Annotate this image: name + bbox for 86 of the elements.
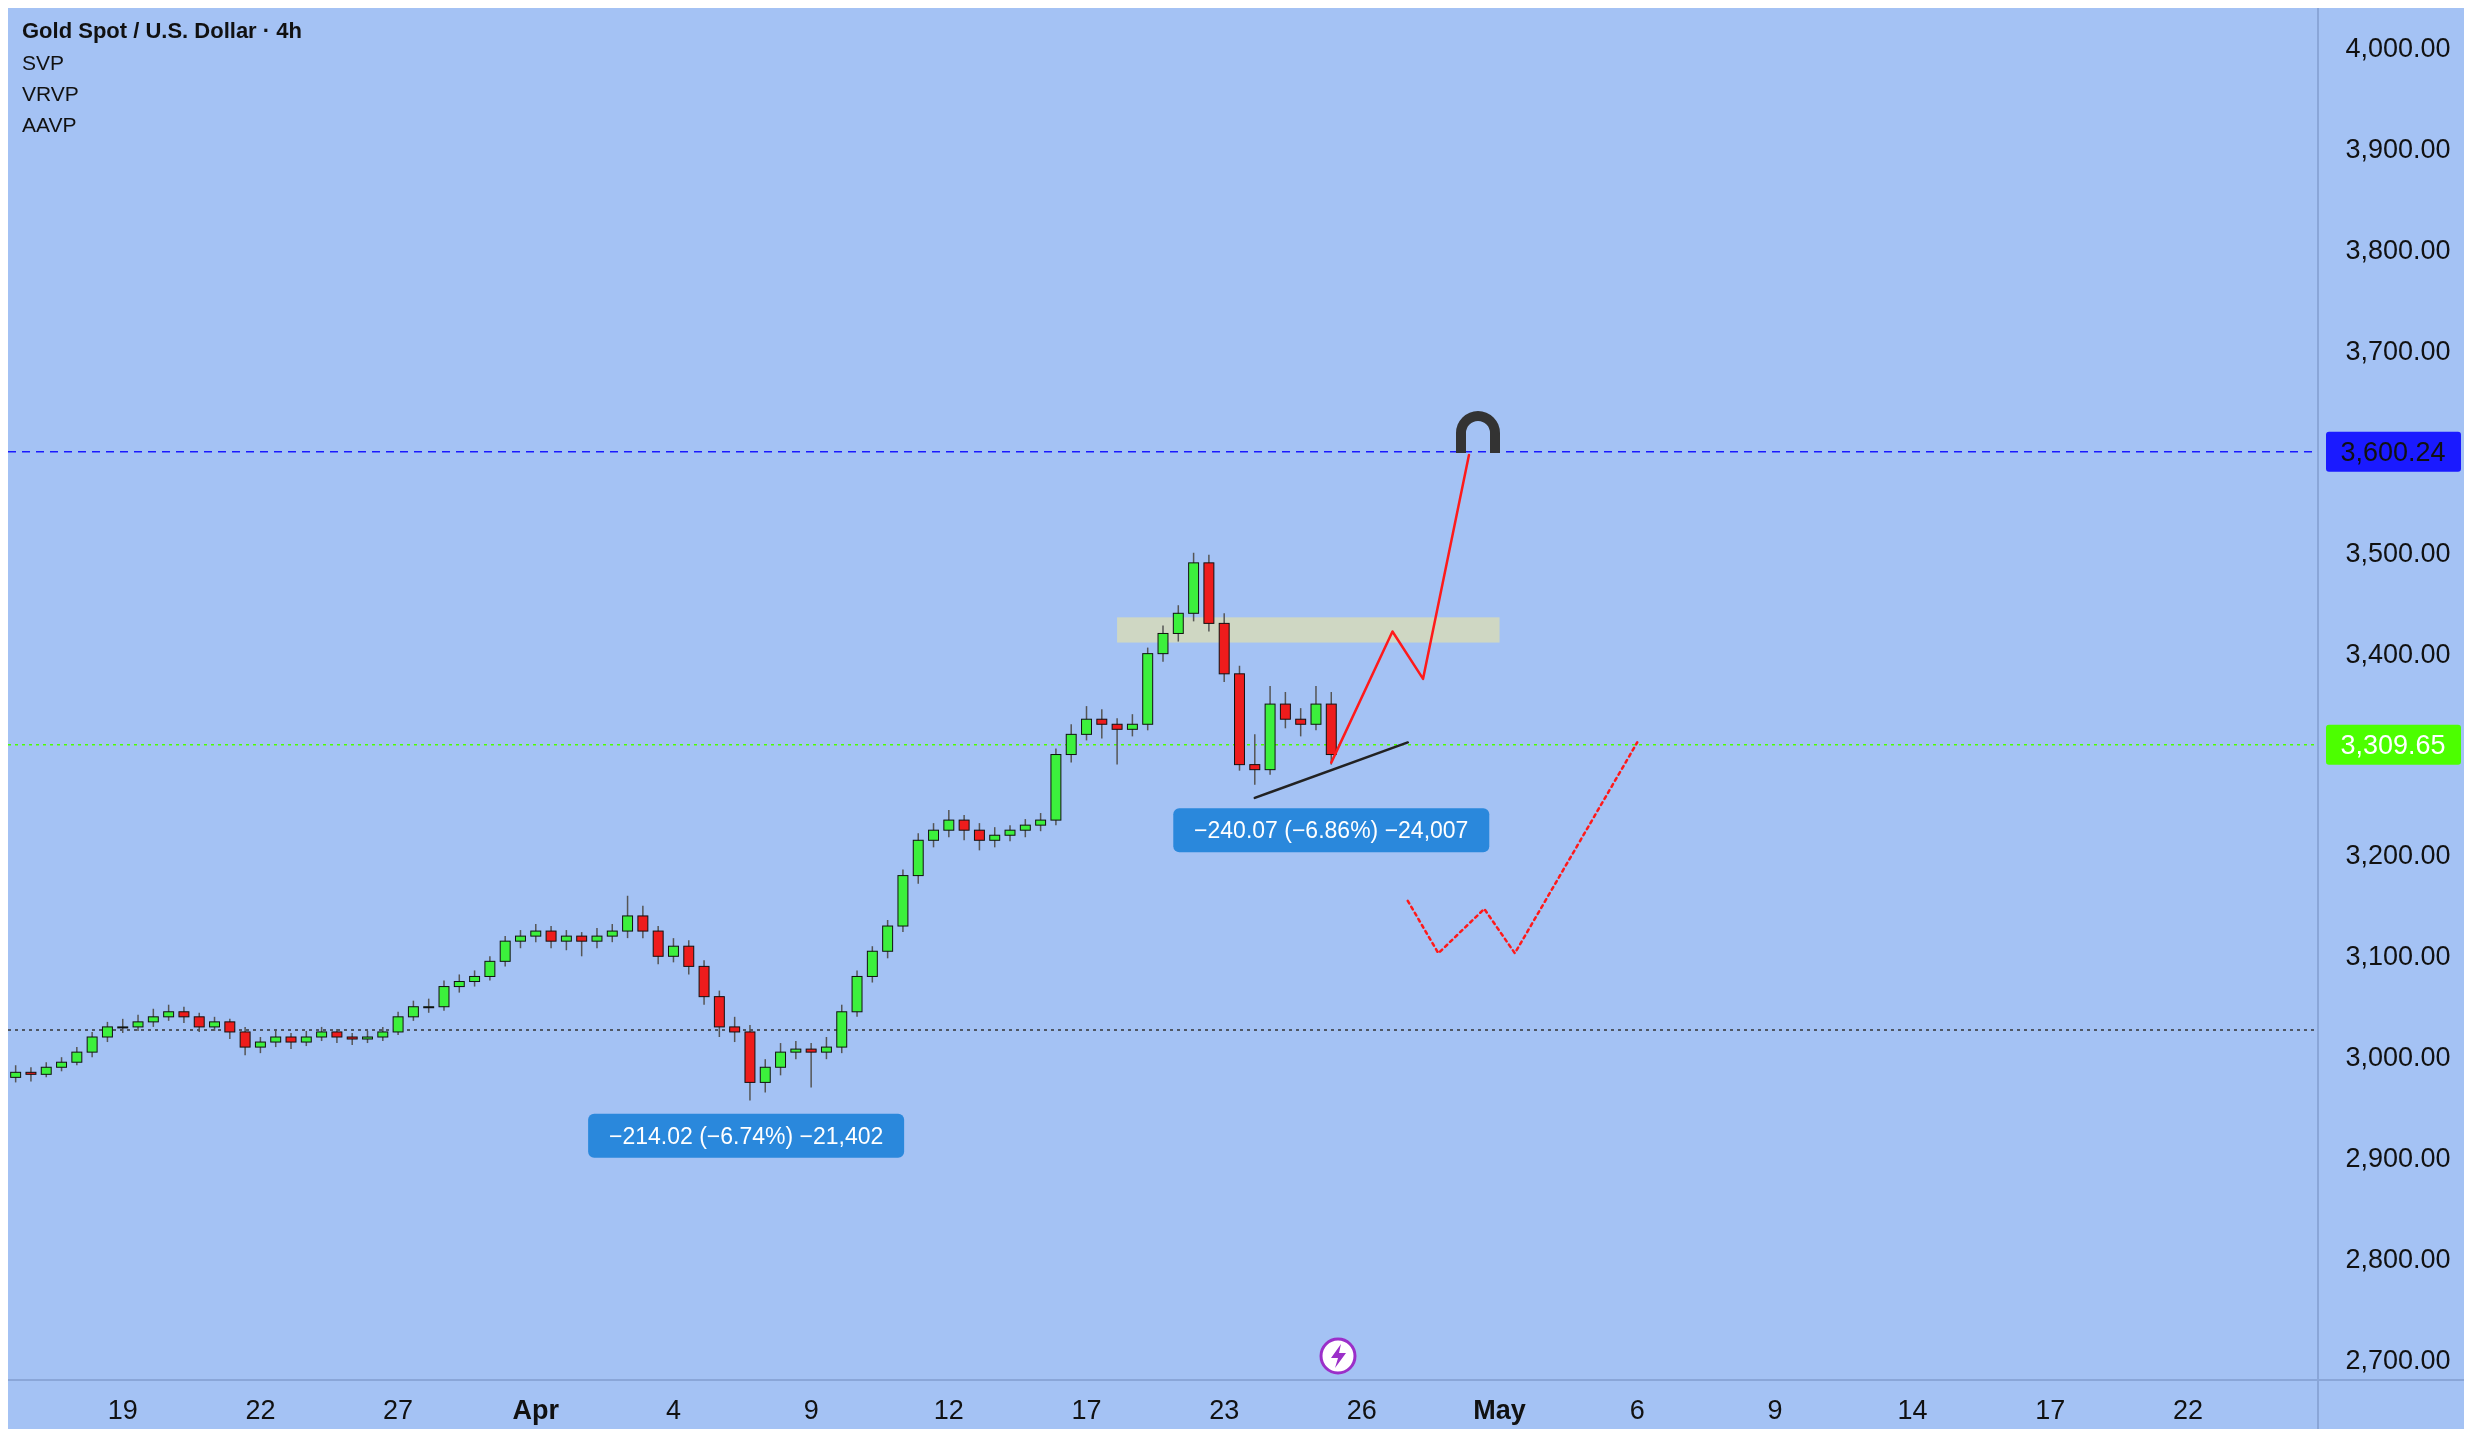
x-tick-label: 19 [107, 1395, 138, 1425]
candlestick [958, 814, 970, 842]
ref-line-label: 3,600.24 [2340, 436, 2446, 467]
y-tick-label: 3,800.00 [2345, 235, 2451, 266]
candlestick [530, 923, 542, 943]
candlestick [545, 925, 557, 949]
x-tick-label: 22 [2172, 1395, 2203, 1425]
annotation: AAVP [22, 113, 77, 136]
candlestick [147, 1008, 159, 1028]
annotation: VRVP [22, 82, 79, 105]
candlestick [759, 1058, 771, 1094]
y-tick-label: 2,700.00 [2345, 1344, 2451, 1375]
x-tick-label: May [1473, 1395, 1526, 1425]
y-tick-label: 3,700.00 [2345, 336, 2451, 366]
candlestick [1065, 723, 1077, 764]
candlestick [1126, 713, 1138, 738]
candlestick [224, 1018, 236, 1040]
candlestick [790, 1040, 802, 1060]
y-tick-label: 3,000.00 [2345, 1042, 2451, 1073]
candlestick [1157, 624, 1169, 663]
candlestick [25, 1066, 37, 1083]
candlestick [1096, 708, 1108, 740]
candlestick [239, 1026, 251, 1056]
candlestick [943, 809, 955, 838]
x-tick-label: 17 [1071, 1395, 1102, 1425]
y-tick-label: 4,000.00 [2345, 33, 2451, 64]
candlestick [973, 822, 985, 852]
candlestick [989, 826, 1001, 849]
y-tick-label: 2,900.00 [2345, 1143, 2451, 1174]
candlestick [1111, 717, 1123, 766]
x-tick-label: 9 [1767, 1395, 1783, 1425]
x-tick-label: 27 [383, 1395, 414, 1425]
candlestick [499, 935, 511, 968]
candlestick [484, 955, 496, 982]
x-tick-label: 4 [665, 1395, 681, 1425]
y-tick-label: 3,500.00 [2345, 537, 2451, 568]
x-tick-label: 17 [2035, 1395, 2066, 1425]
x-tick-label: 9 [803, 1395, 819, 1425]
x-tick-label: 26 [1346, 1395, 1377, 1425]
y-tick-label: 3,400.00 [2345, 638, 2451, 669]
candlestick [193, 1012, 205, 1033]
candlestick [1279, 691, 1291, 730]
annotation: SVP [22, 51, 65, 74]
candlestick [1310, 685, 1322, 732]
candlestick [1035, 812, 1047, 832]
candlestick [667, 937, 679, 964]
candlestick [1295, 707, 1307, 738]
x-tick-label: 23 [1209, 1395, 1240, 1425]
candlestick [101, 1021, 113, 1043]
candlestick [928, 822, 939, 849]
candlestick [1249, 733, 1261, 786]
candlestick [576, 931, 588, 958]
candlestick [86, 1031, 98, 1058]
candlestick [1081, 705, 1092, 742]
candlestick [1019, 818, 1031, 838]
text: Gold Spot / U.S. Dollar · 4h [22, 18, 302, 43]
candlestick [591, 927, 603, 949]
annotation: −214.02 (−6.74%) −21,402 [608, 1122, 884, 1149]
candlestick [560, 929, 572, 951]
annotation: −240.07 (−6.86%) −24,007 [1194, 817, 1469, 844]
y-tick-label: 3,100.00 [2345, 941, 2451, 972]
x-tick-label: 22 [245, 1395, 276, 1425]
candlestick [637, 905, 649, 939]
candlestick [515, 929, 526, 949]
candlestick [683, 939, 695, 976]
line-series [1330, 453, 1471, 764]
candlestick [775, 1042, 787, 1077]
candlestick [820, 1036, 832, 1060]
candlestick [71, 1046, 83, 1066]
candlestick [606, 923, 618, 943]
ref-line-label: 3,309.65 [2340, 729, 2446, 760]
candlestick [453, 973, 465, 994]
x-tick-label: 14 [1897, 1395, 1928, 1425]
candlestick [1172, 604, 1184, 643]
candlestick [805, 1042, 817, 1089]
candlestick [438, 979, 450, 1012]
x-tick-label: Apr [512, 1395, 560, 1425]
y-tick-label: 3,900.00 [2345, 134, 2451, 165]
candlestick [392, 1011, 404, 1036]
x-tick-label: 12 [933, 1395, 964, 1425]
candlestick [407, 999, 419, 1022]
y-tick-label: 3,200.00 [2345, 840, 2451, 871]
candlestick [622, 895, 634, 939]
x-tick-label: 6 [1629, 1395, 1645, 1425]
y-tick-label: 2,800.00 [2345, 1243, 2451, 1274]
candlestick [729, 1016, 741, 1043]
